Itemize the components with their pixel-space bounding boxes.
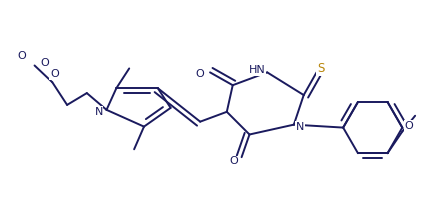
Text: S: S bbox=[316, 62, 323, 75]
Text: O: O bbox=[228, 156, 237, 166]
Text: O: O bbox=[403, 121, 412, 131]
Text: N: N bbox=[94, 107, 103, 117]
Text: HN: HN bbox=[248, 65, 265, 75]
Text: O: O bbox=[195, 69, 204, 79]
Text: O: O bbox=[40, 58, 49, 68]
Text: O: O bbox=[18, 51, 26, 61]
Text: O: O bbox=[50, 69, 58, 79]
Text: N: N bbox=[295, 122, 303, 132]
